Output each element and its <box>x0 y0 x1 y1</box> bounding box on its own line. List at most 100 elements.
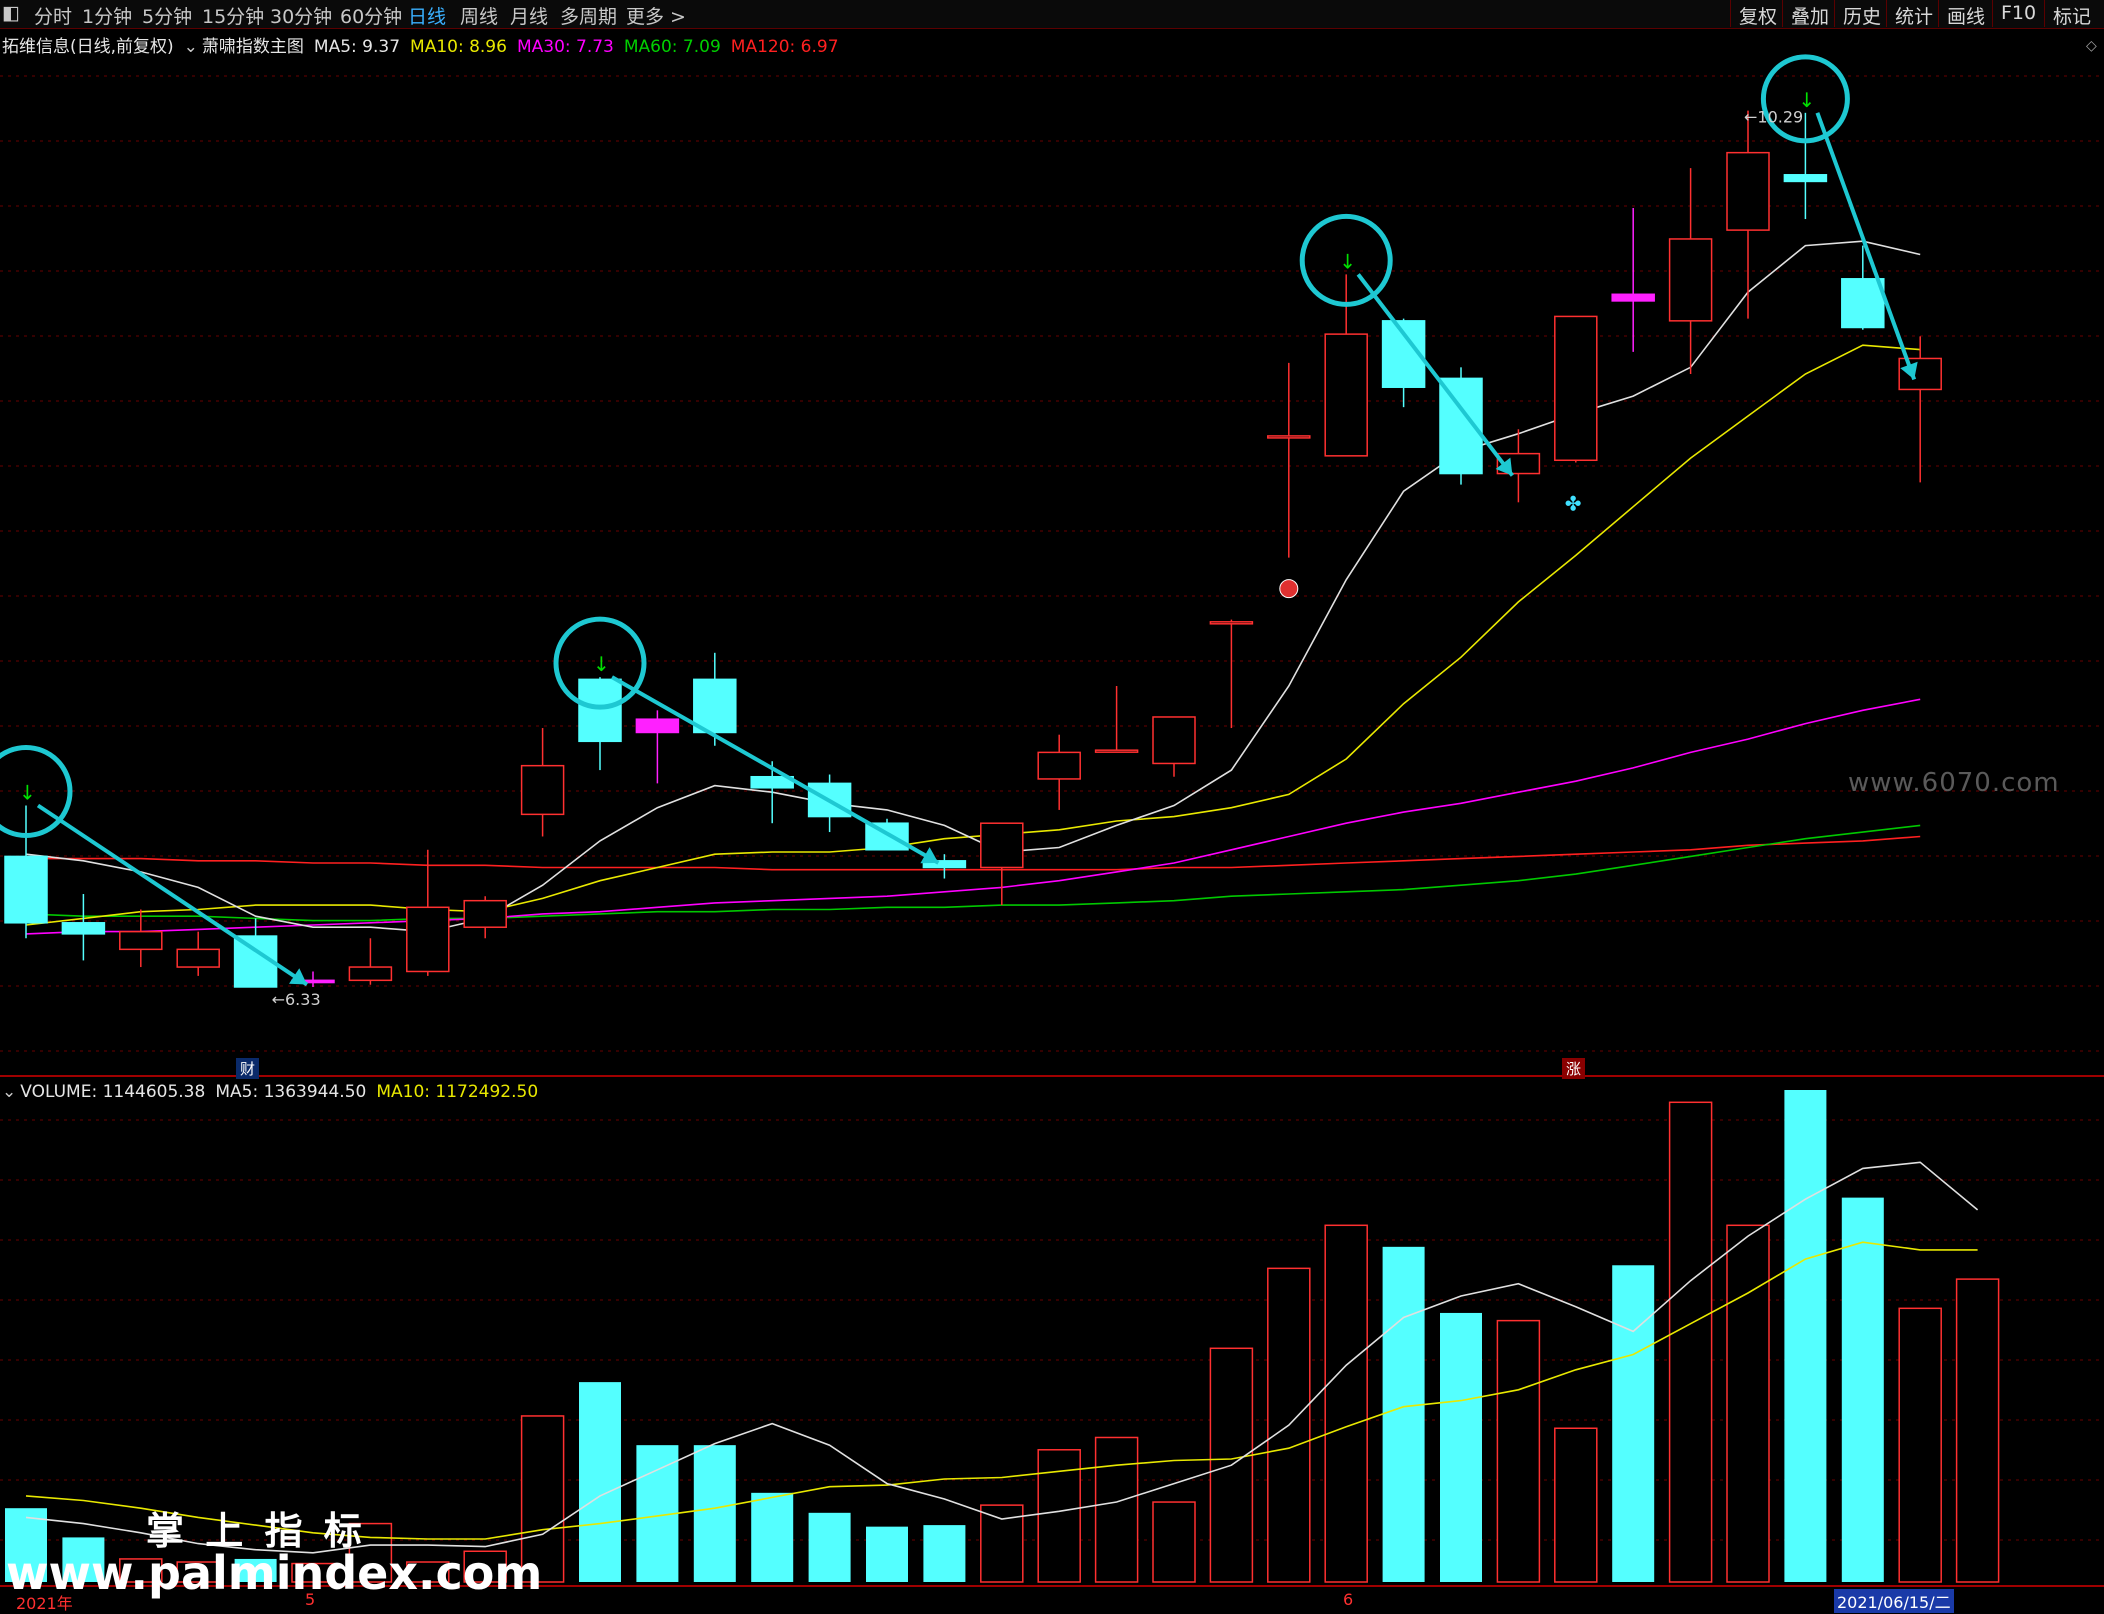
sell-arrow-icon: ↓ <box>593 652 610 676</box>
signal-circle <box>0 745 73 838</box>
trend-arrow-head <box>920 847 939 864</box>
tab-0[interactable]: 分时 <box>34 6 73 28</box>
candle-body-up <box>1898 357 1942 391</box>
candle-body-up <box>1726 151 1770 231</box>
tab-9[interactable]: 多周期 <box>560 6 618 28</box>
volume-bar-down <box>62 1537 105 1582</box>
candle-body <box>1841 278 1885 329</box>
volume-bar-up <box>1955 1278 2000 1583</box>
watermark-url: www.palmindex.com <box>6 1546 543 1600</box>
legend-volume: VOLUME: 1144605.38 <box>20 1082 206 1102</box>
ma30-line <box>25 698 1921 935</box>
trend-arrow <box>36 803 309 987</box>
watermark-cn: 掌 上 指 标 <box>146 1509 366 1553</box>
signal-circle <box>1299 213 1393 307</box>
volume-bar-up <box>1094 1436 1139 1583</box>
trend-arrow <box>1356 273 1514 477</box>
candle-body-up <box>463 899 507 928</box>
volume-bar-up <box>406 1561 450 1583</box>
sell-arrow-icon: ↓ <box>1798 88 1815 112</box>
volume-bar-down <box>923 1525 966 1582</box>
toolbar-button-5[interactable]: F10 <box>1992 0 2044 27</box>
candle-body-up <box>1554 315 1598 462</box>
low-price-label: ←6.33 <box>272 990 321 1009</box>
volume-bar-down <box>693 1445 736 1582</box>
trend-arrow <box>611 675 940 865</box>
vol-ma10-line <box>25 1241 1978 1540</box>
volume-bar-up <box>1554 1427 1598 1583</box>
limit-up-badge[interactable]: 涨 <box>1562 1058 1586 1079</box>
candle-body-up <box>1152 716 1196 765</box>
stock-title: 拓维信息(日线,前复权) <box>2 37 174 57</box>
legend-ma10: MA10: 8.96 <box>410 37 507 57</box>
volume-bar-down <box>234 1558 277 1582</box>
toolbar-button-2[interactable]: 历史 <box>1834 0 1889 28</box>
candle-body <box>61 922 106 935</box>
volume-bar-down <box>1841 1197 1884 1582</box>
candle-body-up <box>520 764 565 816</box>
volume-bar-down <box>808 1512 851 1582</box>
candle-body <box>1611 293 1655 302</box>
volume-dropdown-icon[interactable]: ⌄ <box>2 1082 17 1102</box>
toolbar-button-3[interactable]: 统计 <box>1886 0 1941 28</box>
toolbar-button-1[interactable]: 叠加 <box>1782 0 1837 28</box>
volume-bar-down <box>866 1526 908 1582</box>
candle-body-up <box>1037 751 1081 780</box>
tab-4[interactable]: 30分钟 <box>270 6 333 28</box>
sell-arrow-icon: ↓ <box>19 781 36 805</box>
volume-bar-up <box>463 1550 507 1583</box>
legend-ma30: MA30: 7.73 <box>516 37 614 57</box>
ma60-line <box>25 824 1921 922</box>
legend-ma60: MA60: 7.09 <box>623 37 721 57</box>
indicator-name[interactable]: 萧啸指数主图 <box>201 37 304 57</box>
volume-legend: ⌄ VOLUME: 1144605.38 MA5: 1363944.50 MA10: … <box>2 1082 548 1102</box>
legend-ma5: MA5: 9.37 <box>313 37 401 57</box>
candle-body-up <box>1324 333 1368 457</box>
trend-arrow-head <box>1495 457 1513 476</box>
trend-arrow-head <box>1900 361 1918 380</box>
ma5-line <box>25 240 1921 933</box>
tab-3[interactable]: 15分钟 <box>202 6 265 28</box>
volume-bar-down <box>1784 1090 1827 1582</box>
period-toolbar: ◧ 分时 1分钟 5分钟 15分钟 30分钟 60分钟 日线 周线 月线 多周期 更多 > 复权 叠加… <box>0 0 2104 29</box>
high-price-label: ←10.29 <box>1744 108 1803 127</box>
candle-body-up <box>980 822 1024 869</box>
candle-body-up <box>176 948 220 968</box>
collapse-diamond-icon: ◇ <box>2086 38 2097 54</box>
tab-10[interactable]: 更多 > <box>626 6 686 28</box>
candle-body <box>922 860 967 869</box>
vol-ma5-line <box>25 1161 1979 1554</box>
toolbar-button-6[interactable]: 标记 <box>2044 0 2099 28</box>
volume-bar-down <box>1440 1312 1482 1582</box>
volume-bar-down <box>1382 1246 1425 1582</box>
tab-1[interactable]: 1分钟 <box>82 6 133 28</box>
toolbar-button-0[interactable]: 复权 <box>1730 0 1785 28</box>
main-chart-legend: 拓维信息(日线,前复权) ⌄ 萧啸指数主图 MA5: 9.37 MA10: 8.96 MA… <box>2 32 849 57</box>
volume-bar-up <box>1726 1224 1770 1583</box>
ma10-line <box>25 344 1921 926</box>
cursor-date-label: 2021/06/15/二 <box>1834 1589 1954 1613</box>
volume-bar-up <box>348 1522 393 1583</box>
toolbar-button-4[interactable]: 画线 <box>1938 0 1993 28</box>
candle-body <box>4 855 48 924</box>
tab-6[interactable]: 日线 <box>408 6 447 28</box>
candle-body <box>693 678 737 734</box>
indicator-dropdown-icon[interactable]: ⌄ <box>183 37 198 57</box>
tab-7[interactable]: 周线 <box>460 6 499 28</box>
tab-8[interactable]: 月线 <box>510 6 549 28</box>
candle-body-up <box>406 906 450 973</box>
date-axis-june: 6 <box>1343 1590 1354 1609</box>
finance-badge[interactable]: 财 <box>236 1058 260 1079</box>
candle-body-up <box>1668 238 1713 322</box>
sell-arrow-icon: ↓ <box>1339 249 1356 273</box>
window-menu-icon[interactable]: ◧ <box>2 2 20 24</box>
candle-body <box>578 678 622 743</box>
ma120-line <box>26 835 1921 871</box>
volume-bar-up <box>1496 1319 1541 1583</box>
trend-arrow <box>1815 112 1917 381</box>
legend-ma120: MA120: 6.97 <box>730 37 839 57</box>
tab-2[interactable]: 5分钟 <box>142 6 193 28</box>
volume-bar-up <box>1668 1101 1713 1583</box>
tab-5[interactable]: 60分钟 <box>340 6 403 28</box>
